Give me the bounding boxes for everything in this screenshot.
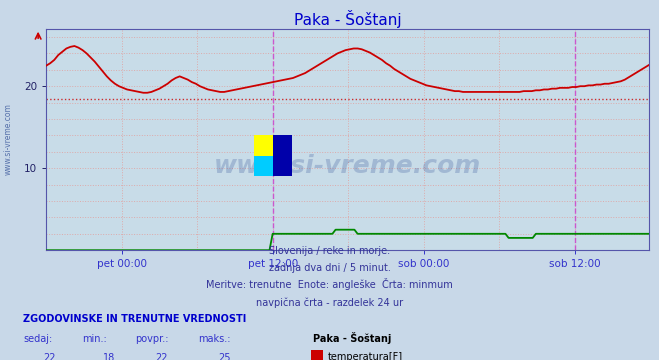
FancyBboxPatch shape (273, 135, 292, 176)
FancyBboxPatch shape (254, 135, 273, 156)
Text: www.si-vreme.com: www.si-vreme.com (4, 103, 13, 175)
Text: 25: 25 (218, 353, 230, 360)
Text: min.:: min.: (82, 334, 107, 344)
Text: temperatura[F]: temperatura[F] (328, 352, 403, 360)
Text: sedaj:: sedaj: (23, 334, 52, 344)
Text: 18: 18 (103, 353, 115, 360)
Text: Meritve: trenutne  Enote: angleške  Črta: minmum: Meritve: trenutne Enote: angleške Črta: … (206, 278, 453, 291)
Text: ZGODOVINSKE IN TRENUTNE VREDNOSTI: ZGODOVINSKE IN TRENUTNE VREDNOSTI (23, 314, 246, 324)
Text: navpična črta - razdelek 24 ur: navpična črta - razdelek 24 ur (256, 297, 403, 308)
Text: 22: 22 (156, 353, 167, 360)
Text: zadnja dva dni / 5 minut.: zadnja dva dni / 5 minut. (269, 263, 390, 273)
Text: maks.:: maks.: (198, 334, 230, 344)
FancyBboxPatch shape (254, 156, 273, 176)
Title: Paka - Šoštanj: Paka - Šoštanj (294, 10, 401, 28)
Text: povpr.:: povpr.: (135, 334, 169, 344)
Text: Slovenija / reke in morje.: Slovenija / reke in morje. (269, 246, 390, 256)
Text: Paka - Šoštanj: Paka - Šoštanj (313, 332, 391, 344)
Text: 22: 22 (43, 353, 55, 360)
Text: www.si-vreme.com: www.si-vreme.com (214, 154, 481, 178)
